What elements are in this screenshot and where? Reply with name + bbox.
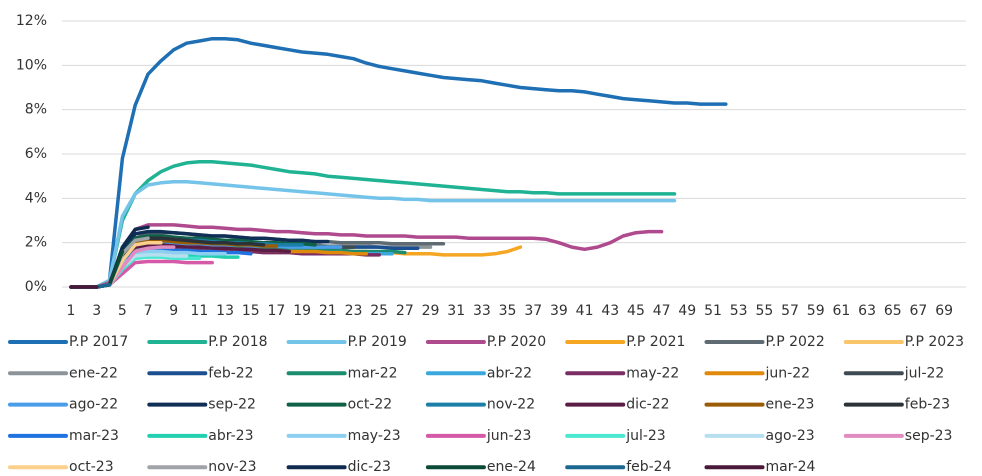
- legend-label: sep-22: [208, 397, 256, 413]
- legend-label: P.P 2021: [626, 334, 685, 350]
- x-tick-label: 33: [473, 303, 491, 319]
- legend-label: may-23: [348, 428, 401, 444]
- x-tick-label: 41: [576, 303, 594, 319]
- legend-label: oct-22: [348, 397, 393, 413]
- legend-label: mar-23: [69, 428, 119, 444]
- x-tick-label: 45: [627, 303, 645, 319]
- x-tick-label: 17: [268, 303, 286, 319]
- legend-label: ago-23: [766, 428, 815, 444]
- x-tick-label: 13: [216, 303, 234, 319]
- legend-label: dic-22: [626, 397, 669, 413]
- x-tick-label: 57: [781, 303, 799, 319]
- legend-label: P.P 2018: [208, 334, 267, 350]
- y-tick-label: 8%: [25, 102, 47, 118]
- legend-label: P.P 2020: [487, 334, 546, 350]
- x-tick-label: 25: [370, 303, 388, 319]
- y-tick-label: 0%: [25, 279, 47, 295]
- legend-label: may-22: [626, 365, 679, 381]
- legend-label: sep-23: [905, 428, 953, 444]
- x-tick-label: 23: [345, 303, 363, 319]
- x-tick-label: 7: [144, 303, 153, 319]
- x-tick-label: 39: [550, 303, 568, 319]
- legend-label: P.P 2022: [766, 334, 825, 350]
- legend-label: mar-24: [766, 459, 816, 475]
- x-tick-label: 15: [242, 303, 260, 319]
- y-tick-label: 10%: [16, 57, 47, 73]
- x-tick-label: 47: [653, 303, 671, 319]
- legend-label: abr-22: [487, 365, 532, 381]
- x-tick-label: 19: [293, 303, 311, 319]
- y-tick-label: 12%: [16, 13, 47, 29]
- legend-label: nov-23: [208, 459, 256, 475]
- legend-label: jun-22: [765, 365, 811, 381]
- series-line: [69, 179, 677, 289]
- x-tick-label: 63: [858, 303, 876, 319]
- x-tick-label: 55: [755, 303, 773, 319]
- x-tick-label: 59: [807, 303, 825, 319]
- x-tick-label: 61: [832, 303, 850, 319]
- series-line: [69, 160, 677, 289]
- x-tick-label: 1: [67, 303, 76, 319]
- x-tick-label: 9: [169, 303, 178, 319]
- legend-label: mar-22: [348, 365, 398, 381]
- legend-label: abr-23: [208, 428, 253, 444]
- x-tick-label: 37: [524, 303, 542, 319]
- legend-label: P.P 2019: [348, 334, 407, 350]
- x-tick-label: 69: [935, 303, 953, 319]
- legend-label: jun-23: [486, 428, 532, 444]
- legend-label: oct-23: [69, 459, 114, 475]
- legend-label: ago-22: [69, 397, 118, 413]
- x-tick-label: 43: [601, 303, 619, 319]
- x-tick-label: 67: [910, 303, 928, 319]
- y-tick-label: 4%: [25, 190, 47, 206]
- series-line: [69, 259, 214, 289]
- series-line: [69, 36, 728, 289]
- legend-label: ene-24: [487, 459, 536, 475]
- legend-label: feb-22: [208, 365, 253, 381]
- legend-label: ene-22: [69, 365, 118, 381]
- x-tick-label: 27: [396, 303, 414, 319]
- legend-label: P.P 2023: [905, 334, 964, 350]
- legend-label: ene-23: [766, 397, 815, 413]
- legend-label: feb-23: [905, 397, 950, 413]
- legend-label: feb-24: [626, 459, 671, 475]
- x-tick-label: 29: [422, 303, 440, 319]
- series-line: [69, 223, 664, 289]
- x-tick-label: 31: [447, 303, 465, 319]
- x-tick-label: 3: [92, 303, 101, 319]
- x-tick-label: 35: [499, 303, 517, 319]
- legend-label: dic-23: [348, 459, 391, 475]
- x-tick-label: 49: [678, 303, 696, 319]
- legend-label: jul-22: [904, 365, 945, 381]
- x-tick-label: 21: [319, 303, 337, 319]
- x-tick-label: 5: [118, 303, 127, 319]
- x-tick-label: 51: [704, 303, 722, 319]
- y-tick-label: 2%: [25, 235, 47, 251]
- legend-label: P.P 2017: [69, 334, 128, 350]
- x-tick-label: 53: [730, 303, 748, 319]
- y-tick-label: 6%: [25, 146, 47, 162]
- x-tick-label: 11: [190, 303, 208, 319]
- x-tick-label: 65: [884, 303, 902, 319]
- legend-label: jul-23: [625, 428, 666, 444]
- legend-label: nov-22: [487, 397, 535, 413]
